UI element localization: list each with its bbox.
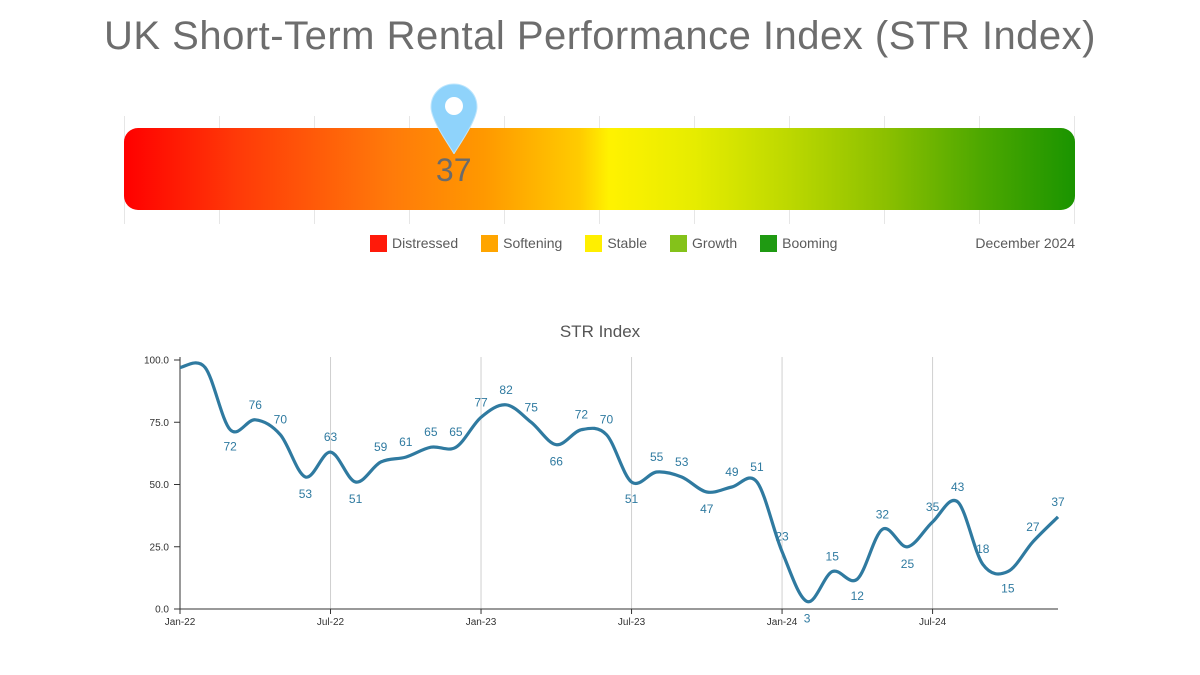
x-tick-label: Jul-22 <box>317 617 345 628</box>
legend-swatch <box>481 234 499 252</box>
legend-swatch <box>670 234 688 252</box>
series-line <box>179 361 1060 604</box>
data-label: 32 <box>876 507 890 521</box>
y-tick-label: 50.0 <box>150 480 170 491</box>
data-label: 72 <box>575 408 589 422</box>
legend-item-distressed: Distressed <box>370 234 459 252</box>
y-tick-label: 100.0 <box>144 356 169 367</box>
chart-series <box>179 361 1060 604</box>
x-tick-label: Jan-24 <box>767 617 798 628</box>
legend-label: Softening <box>503 235 563 251</box>
data-label: 76 <box>249 398 263 412</box>
data-label: 53 <box>299 487 313 501</box>
legend-label: Distressed <box>392 235 459 251</box>
legend-item-softening: Softening <box>481 234 563 252</box>
data-label: 27 <box>1026 520 1040 534</box>
legend-label: Growth <box>692 235 738 251</box>
data-label: 25 <box>901 557 915 571</box>
data-label: 51 <box>349 492 363 506</box>
data-label: 70 <box>600 413 614 427</box>
location-pin-icon <box>430 83 478 155</box>
data-label: 82 <box>499 383 513 397</box>
data-label: 15 <box>1001 582 1015 596</box>
data-label: 15 <box>826 550 840 564</box>
data-label: 43 <box>951 480 965 494</box>
gauge-legend: Distressed Softening Stable Growth Boomi… <box>370 234 860 252</box>
chart-axes: Jan-22 Jul-22 Jan-23 Jul-23 Jan-24 Jul-24 0.0 2… <box>144 356 1058 628</box>
data-label: 12 <box>851 589 865 603</box>
data-label: 37 <box>1051 495 1065 509</box>
legend-item-stable: Stable <box>585 234 648 252</box>
legend-label: Stable <box>607 235 648 251</box>
legend-item-growth: Growth <box>670 234 738 252</box>
y-tick-label: 25.0 <box>150 542 170 553</box>
x-tick-label: Jul-23 <box>618 617 646 628</box>
gauge-value: 37 <box>435 152 472 188</box>
page-title: UK Short-Term Rental Performance Index (… <box>103 14 1096 58</box>
data-label: 35 <box>926 500 940 514</box>
data-label: 61 <box>399 435 413 449</box>
data-label: 49 <box>725 465 739 479</box>
data-label: 77 <box>474 395 488 409</box>
pin-hole <box>444 97 463 115</box>
legend-label: Booming <box>782 235 838 251</box>
chart-data-labels: 72 76 70 53 63 51 59 61 65 65 77 82 75 66 72 70 51 55 53 47… <box>223 383 1065 626</box>
data-label: 23 <box>775 530 789 544</box>
data-label: 65 <box>449 425 463 439</box>
data-label: 53 <box>675 455 689 469</box>
legend-swatch <box>760 234 778 252</box>
data-label: 72 <box>223 440 237 454</box>
data-label: 65 <box>424 425 438 439</box>
gauge-gradient-bar <box>124 128 1075 210</box>
data-label: 59 <box>374 440 388 454</box>
pin-shape <box>430 83 478 155</box>
data-label: 3 <box>804 612 811 626</box>
y-tick-label: 75.0 <box>150 418 170 429</box>
legend-swatch <box>370 234 387 252</box>
str-index-line-chart: STR Index Jan-22 Jul-22 Jan-23 Jul-23 Jan-24… <box>144 322 1065 628</box>
data-label: 18 <box>976 542 990 556</box>
chart-title: STR Index <box>560 322 641 341</box>
x-tick-label: Jan-22 <box>165 617 196 628</box>
data-label: 47 <box>700 502 714 516</box>
data-label: 63 <box>324 430 338 444</box>
data-label: 75 <box>525 400 539 414</box>
gauge-date-label: December 2024 <box>975 235 1075 251</box>
data-label: 51 <box>750 460 764 474</box>
data-label: 51 <box>625 492 639 506</box>
y-tick-label: 0.0 <box>155 605 169 616</box>
legend-item-booming: Booming <box>760 234 838 252</box>
x-tick-label: Jan-23 <box>466 617 497 628</box>
data-label: 66 <box>550 455 564 469</box>
data-label: 55 <box>650 450 664 464</box>
legend-swatch <box>585 234 603 252</box>
x-tick-label: Jul-24 <box>919 617 947 628</box>
data-label: 70 <box>274 413 288 427</box>
